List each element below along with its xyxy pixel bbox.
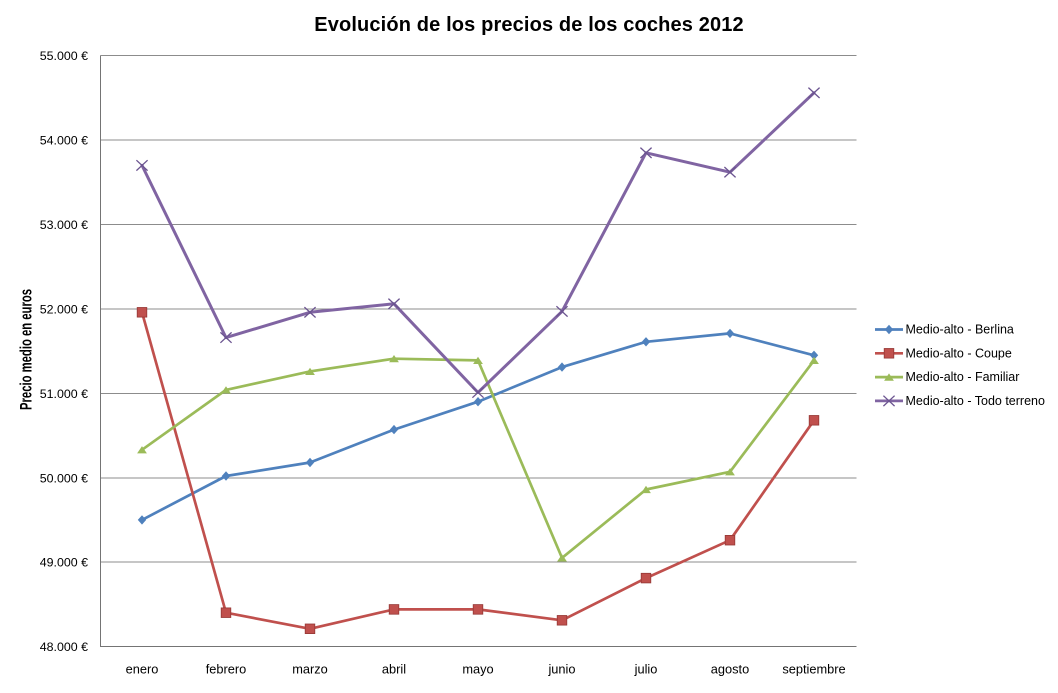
svg-text:53.000 €: 53.000 € [40, 218, 88, 232]
svg-text:junio: junio [547, 661, 575, 676]
svg-text:50.000 €: 50.000 € [40, 472, 88, 486]
svg-text:55.000 €: 55.000 € [40, 49, 88, 63]
svg-text:52.000 €: 52.000 € [40, 303, 88, 317]
svg-text:julio: julio [634, 661, 658, 676]
svg-text:54.000 €: 54.000 € [40, 134, 88, 148]
svg-text:enero: enero [126, 661, 159, 676]
svg-text:febrero: febrero [206, 661, 247, 676]
svg-text:Medio-alto - Todo terreno: Medio-alto - Todo terreno [906, 394, 1045, 408]
svg-text:Medio-alto - Berlina: Medio-alto - Berlina [906, 323, 1014, 337]
svg-text:abril: abril [382, 661, 406, 676]
svg-text:Medio-alto - Familiar: Medio-alto - Familiar [906, 370, 1020, 384]
svg-text:48.000 €: 48.000 € [40, 640, 88, 654]
svg-text:51.000 €: 51.000 € [40, 387, 88, 401]
svg-text:Precio medio en euros: Precio medio en euros [17, 289, 36, 410]
svg-text:49.000 €: 49.000 € [40, 556, 88, 570]
svg-text:agosto: agosto [711, 661, 749, 676]
svg-text:mayo: mayo [462, 661, 493, 676]
svg-text:Medio-alto - Coupe: Medio-alto - Coupe [906, 346, 1012, 360]
svg-text:septiembre: septiembre [782, 661, 845, 676]
svg-text:Evolución de los precios de lo: Evolución de los precios de los coches 2… [314, 14, 744, 36]
svg-text:marzo: marzo [292, 661, 328, 676]
